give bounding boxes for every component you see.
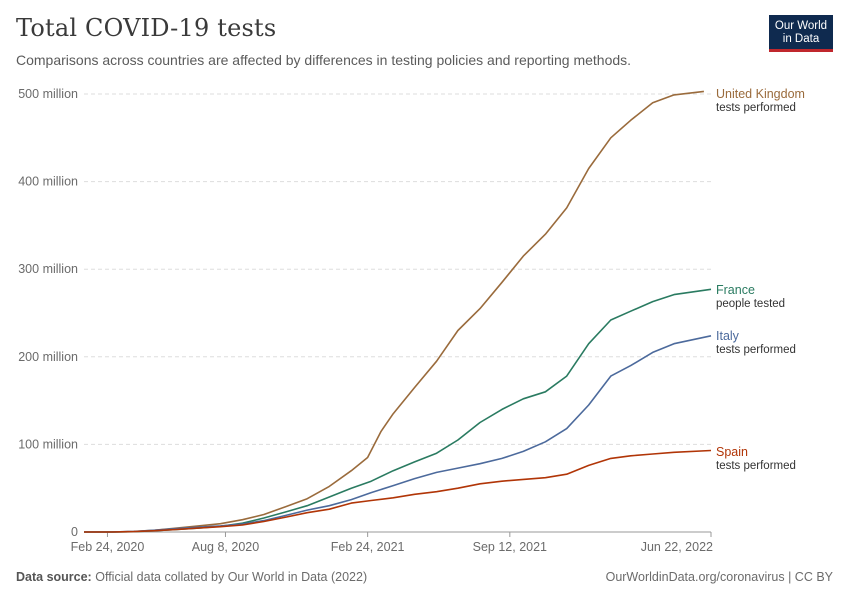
grid-lines [84, 93, 711, 445]
logo-line-2: in Data [782, 33, 820, 45]
source-text[interactable]: Official data collated by Our World in D… [95, 570, 368, 584]
series-label-sub: people tested [716, 298, 785, 310]
chart-subtitle: Comparisons across countries are affecte… [16, 52, 632, 68]
y-tick-label: 300 million [18, 262, 78, 276]
series-label-name[interactable]: Italy [716, 329, 740, 343]
series-label-name[interactable]: United Kingdom [716, 87, 805, 101]
series-lines [83, 90, 712, 533]
series-line-italy[interactable] [84, 335, 712, 533]
series-label-sub: tests performed [716, 344, 796, 356]
x-axis: Feb 24, 2020 Aug 8, 2020 Feb 24, 2021 Sep 1… [71, 531, 713, 554]
y-tick-label: 200 million [18, 350, 78, 364]
x-tick-label: Sep 12, 2021 [473, 540, 547, 554]
x-tick-label: Feb 24, 2021 [331, 540, 405, 554]
series-label-sub: tests performed [716, 460, 796, 472]
y-tick-label: 400 million [18, 175, 78, 189]
x-tick-label: Jun 22, 2022 [641, 540, 713, 554]
series-line-spain[interactable] [84, 449, 712, 533]
footer-link[interactable]: OurWorldinData.org/coronavirus | CC BY [605, 570, 833, 584]
owid-logo[interactable]: Our World in Data [769, 15, 833, 52]
x-tick-label: Aug 8, 2020 [192, 540, 259, 554]
series-label-name[interactable]: Spain [716, 445, 748, 459]
footer-source: Data source: Official data collated by O… [16, 570, 367, 584]
series-label-name[interactable]: France [716, 283, 755, 297]
y-tick-label: 500 million [18, 87, 78, 101]
chart-title: Total COVID-19 tests [16, 14, 277, 42]
logo-line-1: Our World [774, 20, 828, 32]
series-label-sub: tests performed [716, 102, 796, 114]
y-tick-label: 100 million [18, 437, 78, 451]
y-tick-label: 0 [71, 525, 78, 539]
series-line-france[interactable] [84, 288, 712, 533]
x-tick-label: Feb 24, 2020 [71, 540, 145, 554]
source-label: Data source: [16, 570, 92, 584]
y-axis-ticks: 0 100 million 200 million 300 million 400 mi… [18, 87, 78, 539]
series-line-united-kingdom[interactable] [83, 90, 704, 533]
